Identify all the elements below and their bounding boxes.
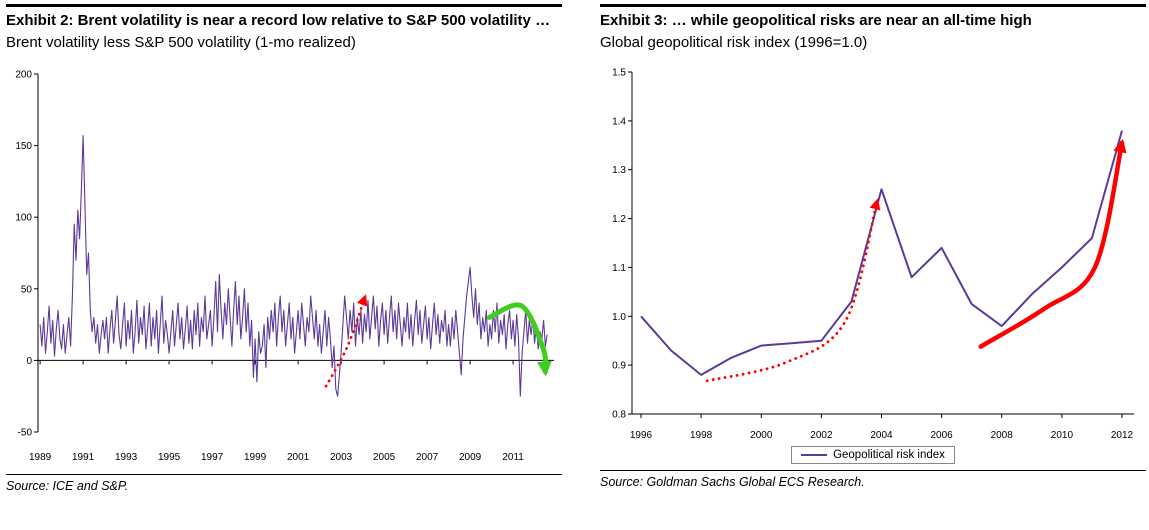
brent-vol-spread-series-line <box>39 134 548 397</box>
x-tick-label: 2004 <box>870 430 893 441</box>
x-tick-label: 1989 <box>29 452 52 463</box>
risk-rise-2012-arrow <box>978 138 1127 349</box>
x-tick-label: 2001 <box>287 452 310 463</box>
falling-volatility-arrow <box>487 301 552 376</box>
rising-volatility-arrow <box>324 293 368 388</box>
x-tick-label: 2005 <box>373 452 396 463</box>
x-tick-label: 2012 <box>1111 430 1134 441</box>
x-tick-label: 1996 <box>630 430 653 441</box>
x-tick-label: 2008 <box>991 430 1014 441</box>
risk-rise-2004-arrow <box>705 197 881 382</box>
y-tick-label: 0.9 <box>612 360 626 371</box>
brent-volatility-chart: -50 0 50 100 150 200 1989 1991 1993 1995 1997 1999 2… <box>6 64 562 466</box>
y-tick-label: -50 <box>18 427 33 438</box>
legend-line-sample <box>801 453 828 456</box>
exhibit-2-panel: Exhibit 2: Brent volatility is near a re… <box>6 4 562 493</box>
exhibit-2-source: Source: ICE and S&P. <box>6 473 562 493</box>
x-tick-label: 2010 <box>1051 430 1074 441</box>
exhibit-3-source: Source: Goldman Sachs Global ECS Researc… <box>600 469 1146 489</box>
x-tick-label: 2006 <box>930 430 953 441</box>
y-tick-label: 50 <box>21 284 33 295</box>
exhibit-3-panel: Exhibit 3: … while geopolitical risks ar… <box>600 4 1146 489</box>
y-tick-label: 1.3 <box>612 165 626 176</box>
y-tick-label: 1.0 <box>612 311 626 322</box>
legend-label: Geopolitical risk index <box>833 448 945 461</box>
x-tick-label: 1991 <box>72 452 95 463</box>
x-tick-label: 1993 <box>115 452 138 463</box>
x-tick-label: 1998 <box>690 430 713 441</box>
x-tick-label: 2000 <box>750 430 773 441</box>
x-tick-label: 1999 <box>244 452 267 463</box>
y-tick-label: 150 <box>15 141 32 152</box>
x-tick-label: 1997 <box>201 452 224 463</box>
x-tick-label: 2009 <box>459 452 482 463</box>
y-tick-label: 0.8 <box>612 409 626 420</box>
y-tick-label: 200 <box>15 69 32 80</box>
y-tick-label: 0 <box>26 355 32 366</box>
y-tick-label: 100 <box>15 212 32 223</box>
x-tick-label: 2003 <box>330 452 353 463</box>
x-tick-label: 2011 <box>502 452 524 463</box>
legend-box: Geopolitical risk index <box>791 445 955 464</box>
geopolitical-risk-index-plot: 0.8 0.9 1.0 1.1 1.2 1.3 1.4 1.5 1996 1998 2000 2002… <box>612 67 1134 441</box>
y-tick-label: 1.5 <box>612 67 626 78</box>
geopolitical-risk-index-series-line <box>640 129 1123 376</box>
x-tick-label: 2007 <box>416 452 439 463</box>
y-tick-label: 1.2 <box>612 214 626 225</box>
exhibit-2-title: Exhibit 2: Brent volatility is near a re… <box>6 4 562 31</box>
exhibit-3-title: Exhibit 3: … while geopolitical risks ar… <box>600 4 1146 31</box>
y-tick-label: 1.1 <box>612 262 626 273</box>
brent-vol-spread-plot: -50 0 50 100 150 200 1989 1991 1993 1995 1997 1999 2… <box>15 69 554 463</box>
geopolitical-risk-chart: 0.8 0.9 1.0 1.1 1.2 1.3 1.4 1.5 1996 1998 2000 2002… <box>600 64 1146 444</box>
x-tick-label: 1995 <box>158 452 181 463</box>
exhibit-3-subtitle: Global geopolitical risk index (1996=1.0… <box>600 33 868 51</box>
x-tick-label: 2002 <box>810 430 833 441</box>
exhibit-2-subtitle: Brent volatility less S&P 500 volatility… <box>6 33 356 51</box>
y-tick-label: 1.4 <box>612 116 626 127</box>
